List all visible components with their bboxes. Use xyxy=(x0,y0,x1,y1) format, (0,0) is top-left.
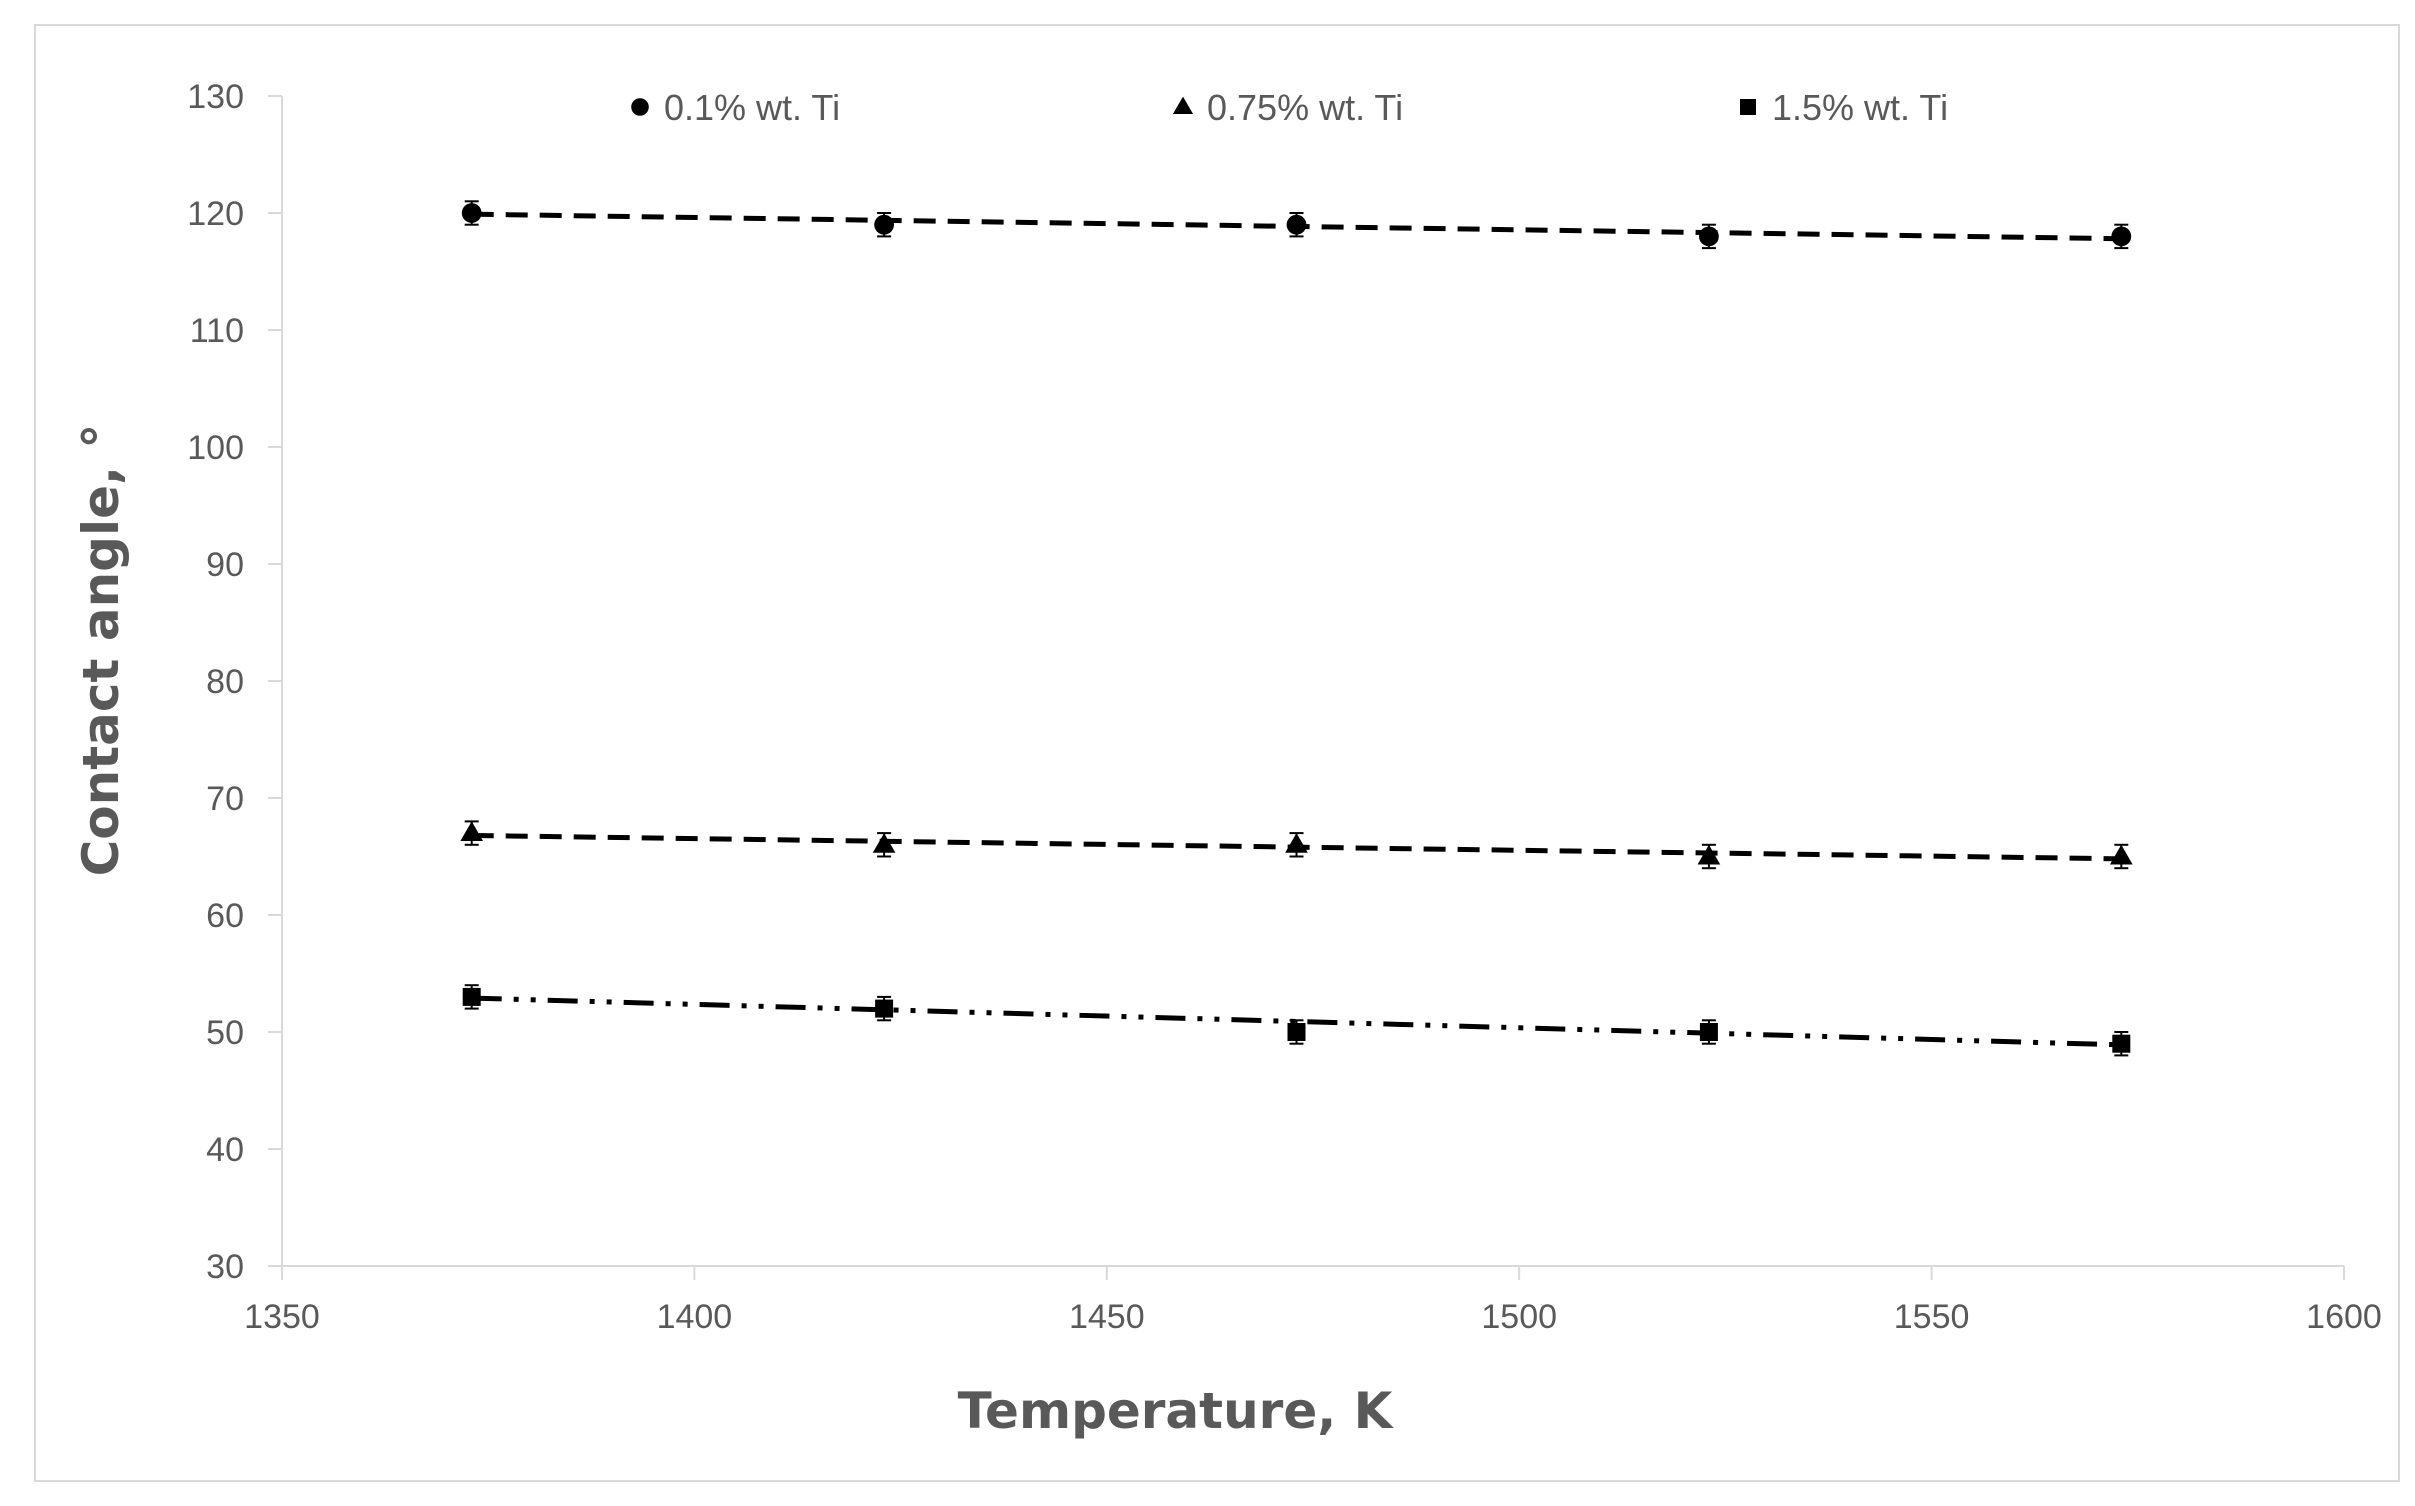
y-tick-label: 40 xyxy=(206,1131,244,1169)
data-point-series-3 xyxy=(875,999,894,1018)
legend-marker-series-3 xyxy=(1740,99,1756,115)
data-point-series-2 xyxy=(460,821,484,842)
data-point-series-1 xyxy=(874,214,895,235)
data-point-series-1 xyxy=(1286,214,1307,235)
data-point-series-2 xyxy=(872,833,896,853)
data-point-series-2 xyxy=(2109,844,2133,865)
y-tick-label: 100 xyxy=(187,429,244,467)
y-tick-label: 120 xyxy=(187,195,244,233)
legend-label-series-1: 0.1% wt. Ti xyxy=(664,87,840,128)
data-point-series-3 xyxy=(2112,1034,2131,1053)
y-tick-label: 130 xyxy=(187,78,244,116)
legend-label-series-2: 0.75% wt. Ti xyxy=(1207,87,1403,128)
data-point-series-3 xyxy=(1287,1023,1306,1041)
legend: 0.1% wt. Ti 0.75% wt. Ti 1.5% wt. Ti xyxy=(631,87,1948,128)
legend-label-series-3: 1.5% wt. Ti xyxy=(1772,87,1948,128)
legend-marker-series-1 xyxy=(631,98,649,116)
y-tick-label: 50 xyxy=(206,1014,244,1052)
y-tick-label: 70 xyxy=(206,780,244,818)
data-point-series-2 xyxy=(1697,844,1721,865)
x-tick-label: 1350 xyxy=(244,1298,320,1336)
x-tick-label: 1400 xyxy=(657,1298,733,1336)
x-tick-label: 1500 xyxy=(1481,1298,1557,1336)
x-tick-label: 1600 xyxy=(2306,1298,2382,1336)
y-tick-label: 90 xyxy=(206,546,244,584)
data-point-series-3 xyxy=(1699,1023,1718,1041)
data-point-series-1 xyxy=(461,203,482,223)
axes: 30 40 50 60 70 80 90 100 110 120 130 1350 1400 1450 15… xyxy=(187,78,2382,1336)
data-point-series-1 xyxy=(1699,226,1719,247)
data-point-series-2 xyxy=(1285,833,1308,853)
trendline-series-3 xyxy=(471,995,2122,1048)
chart-frame xyxy=(34,24,2400,1482)
trendlines xyxy=(471,211,2122,1048)
x-axis-title: Temperature, K xyxy=(958,1382,1395,1440)
data-point-series-1 xyxy=(2111,226,2132,247)
y-tick-label: 60 xyxy=(206,897,244,935)
data-point-series-3 xyxy=(462,987,481,1006)
x-tick-label: 1550 xyxy=(1894,1298,1970,1336)
y-tick-label: 80 xyxy=(206,663,244,701)
data-points xyxy=(460,200,2133,1057)
y-axis-title: Contact angle, ° xyxy=(72,424,130,877)
y-tick-label: 30 xyxy=(206,1248,244,1286)
legend-marker-series-2 xyxy=(1172,96,1194,115)
x-tick-label: 1450 xyxy=(1069,1298,1145,1336)
y-tick-label: 110 xyxy=(190,312,244,350)
